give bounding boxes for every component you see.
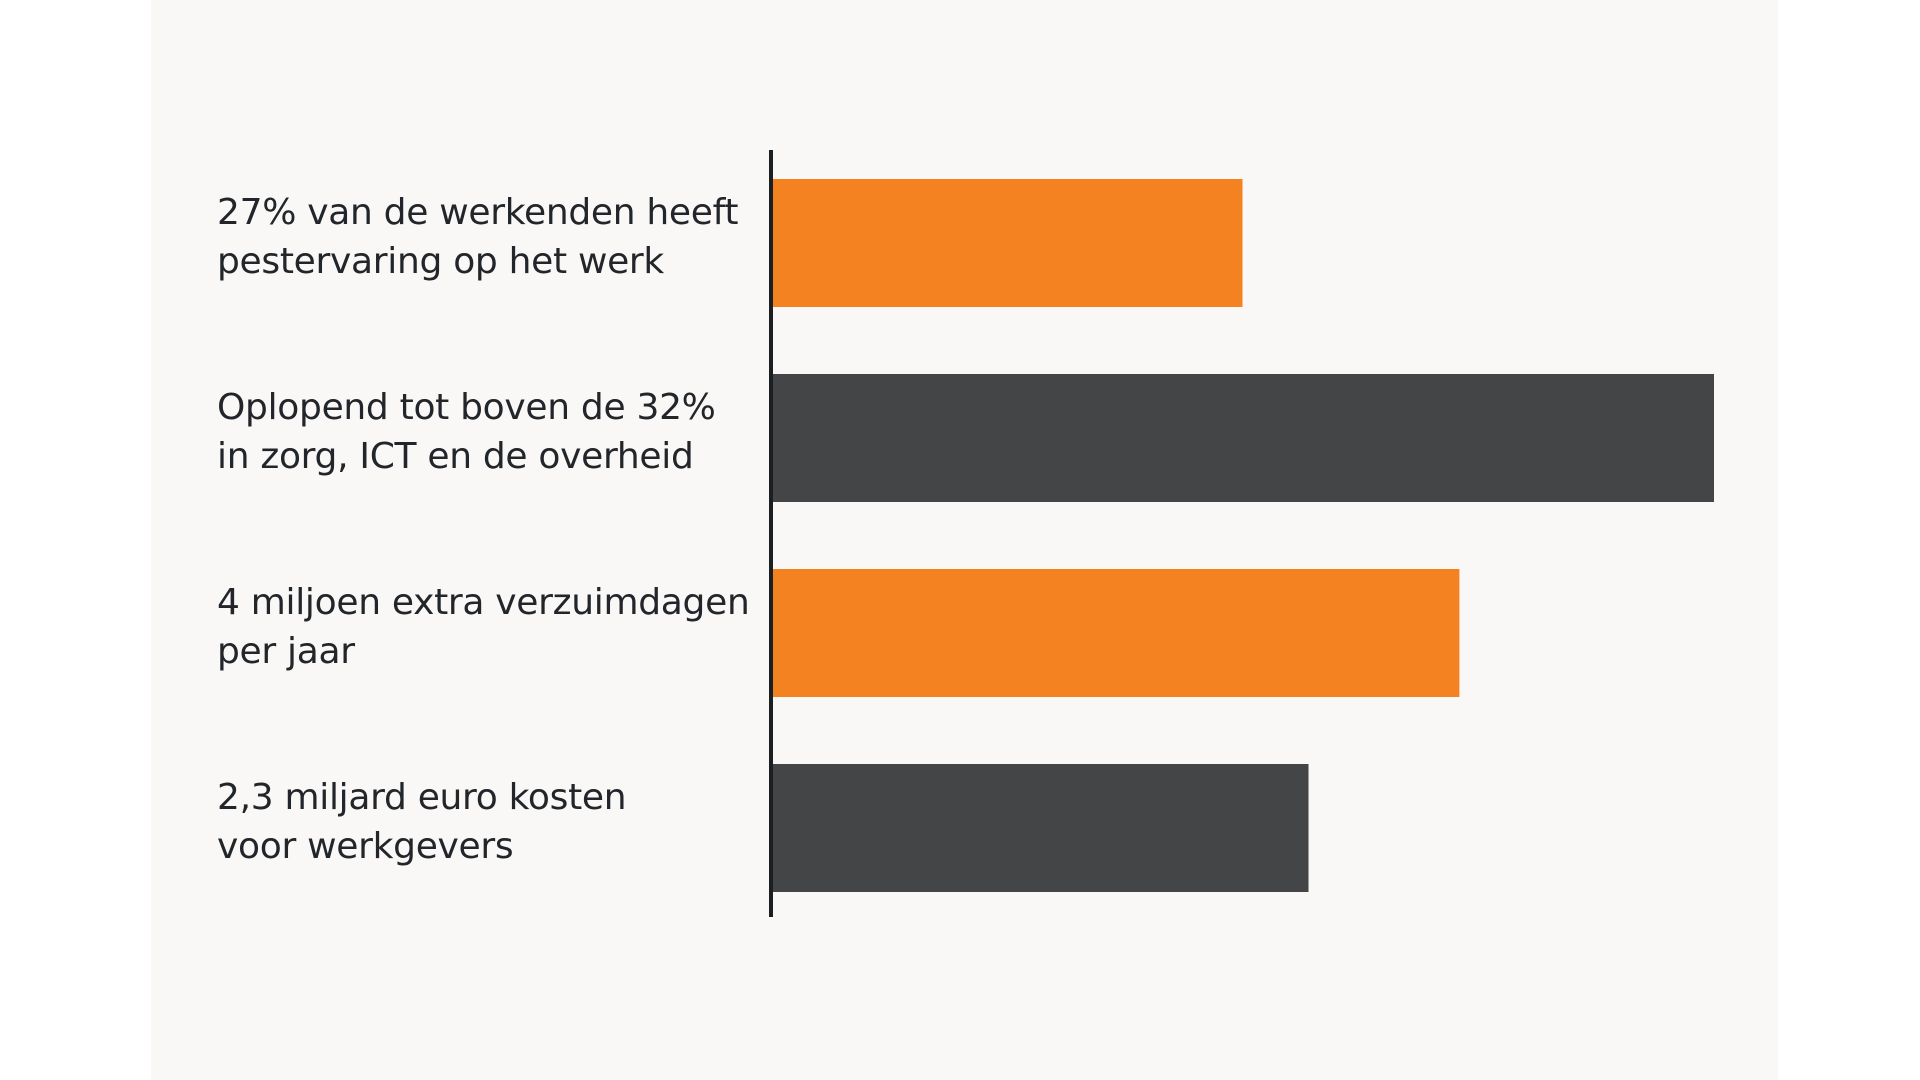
bar-2 [771,374,1714,502]
category-label-line: voor werkgevers [217,826,514,867]
category-label-line: 2,3 miljard euro kosten [217,777,627,818]
category-label-line: pestervaring op het werk [217,241,664,282]
bar-1 [771,179,1243,307]
category-label-line: Oplopend tot boven de 32% [217,387,716,428]
category-label-line: 4 miljoen extra verzuimdagen [217,582,750,623]
category-label-line: per jaar [217,631,355,672]
category-label-2: Oplopend tot boven de 32% in zorg, ICT en… [217,383,757,481]
category-label-3: 4 miljoen extra verzuimdagen per jaar [217,578,757,676]
category-label-line: in zorg, ICT en de overheid [217,436,694,477]
bar-3 [771,569,1460,697]
bar-4 [771,764,1309,892]
category-label-1: 27% van de werkenden heeft pestervaring o… [217,188,757,286]
category-label-line: 27% van de werkenden heeft [217,192,739,233]
category-label-4: 2,3 miljard euro kosten voor werkgevers [217,773,757,871]
